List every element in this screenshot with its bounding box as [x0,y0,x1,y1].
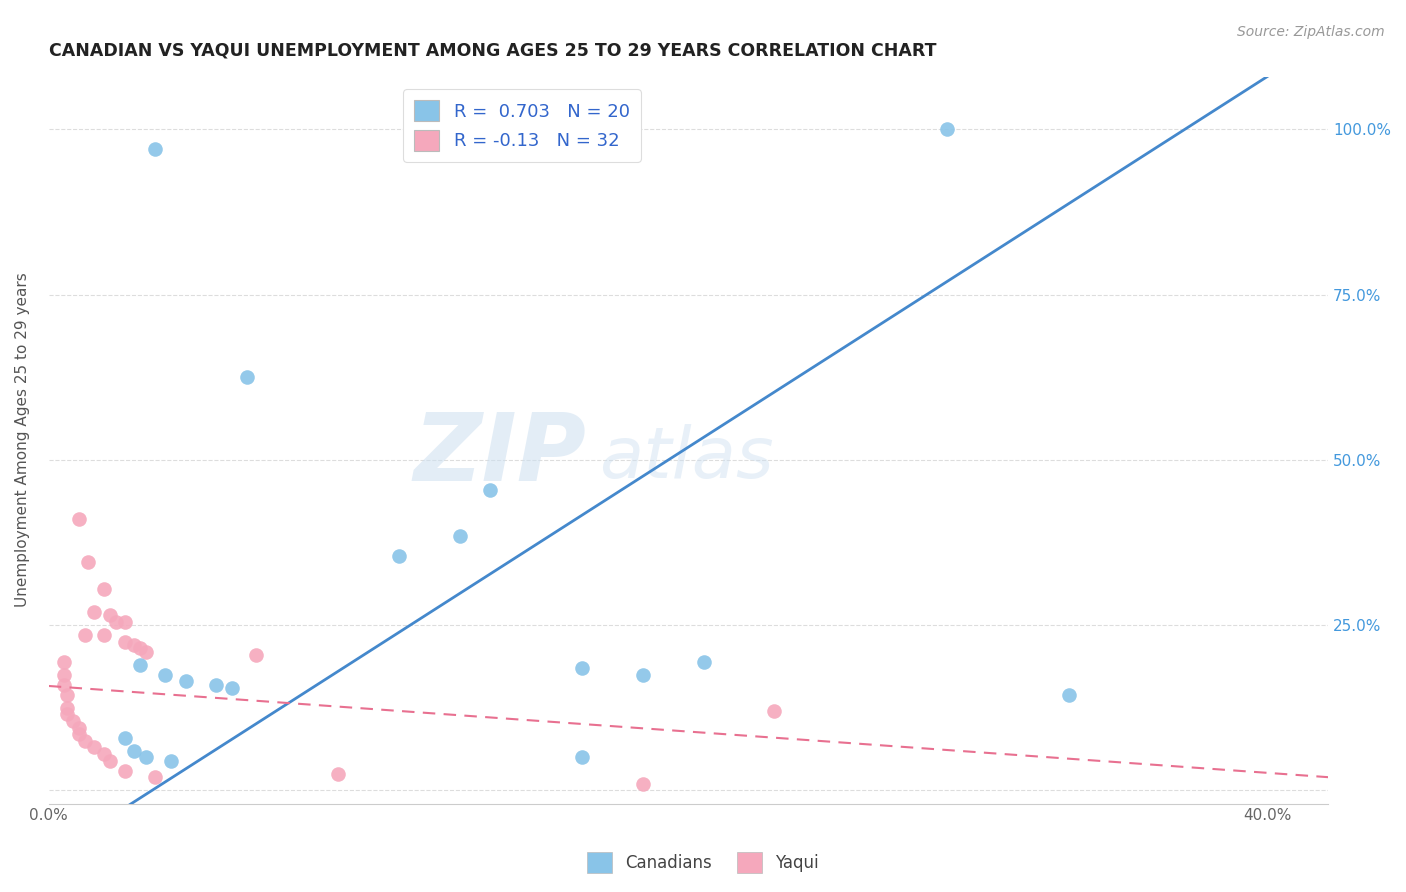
Point [122,744,145,758]
Point [93,747,115,761]
Point [571,661,593,675]
Point [104,615,127,629]
Point [77,555,100,569]
Point [67,721,90,735]
Point [174,674,197,689]
Point [449,529,471,543]
Point [762,704,785,718]
Point [936,122,959,136]
Point [221,681,243,695]
Legend: R =  0.703   N = 20, R = -0.13   N = 32: R = 0.703 N = 20, R = -0.13 N = 32 [404,89,641,161]
Point [571,750,593,764]
Point [129,641,152,656]
Point [93,628,115,642]
Point [98,754,121,768]
Text: Source: ZipAtlas.com: Source: ZipAtlas.com [1237,25,1385,39]
Point [159,754,181,768]
Text: atlas: atlas [599,424,773,492]
Point [631,777,654,791]
Point [93,582,115,596]
Point [235,370,257,384]
Point [83,605,105,619]
Point [114,764,136,778]
Point [56,700,79,714]
Point [56,707,79,722]
Point [75,628,97,642]
Point [1057,688,1080,702]
Point [135,644,157,658]
Point [67,727,90,741]
Point [53,678,76,692]
Text: CANADIAN VS YAQUI UNEMPLOYMENT AMONG AGES 25 TO 29 YEARS CORRELATION CHART: CANADIAN VS YAQUI UNEMPLOYMENT AMONG AGE… [49,42,936,60]
Point [114,634,136,648]
Point [56,688,79,702]
Point [83,740,105,755]
Point [479,483,502,497]
Point [114,731,136,745]
Point [326,767,349,781]
Point [53,655,76,669]
Point [53,667,76,681]
Point [135,750,157,764]
Point [692,655,714,669]
Point [98,608,121,623]
Point [631,667,654,681]
Y-axis label: Unemployment Among Ages 25 to 29 years: Unemployment Among Ages 25 to 29 years [15,273,30,607]
Point [145,142,167,156]
Point [245,648,267,662]
Point [145,770,167,784]
Point [388,549,411,563]
Legend: Canadians, Yaqui: Canadians, Yaqui [581,846,825,880]
Point [205,678,228,692]
Point [67,512,90,526]
Point [122,638,145,652]
Point [114,615,136,629]
Point [62,714,84,728]
Point [153,667,176,681]
Point [129,657,152,672]
Text: ZIP: ZIP [413,409,586,500]
Point [75,734,97,748]
